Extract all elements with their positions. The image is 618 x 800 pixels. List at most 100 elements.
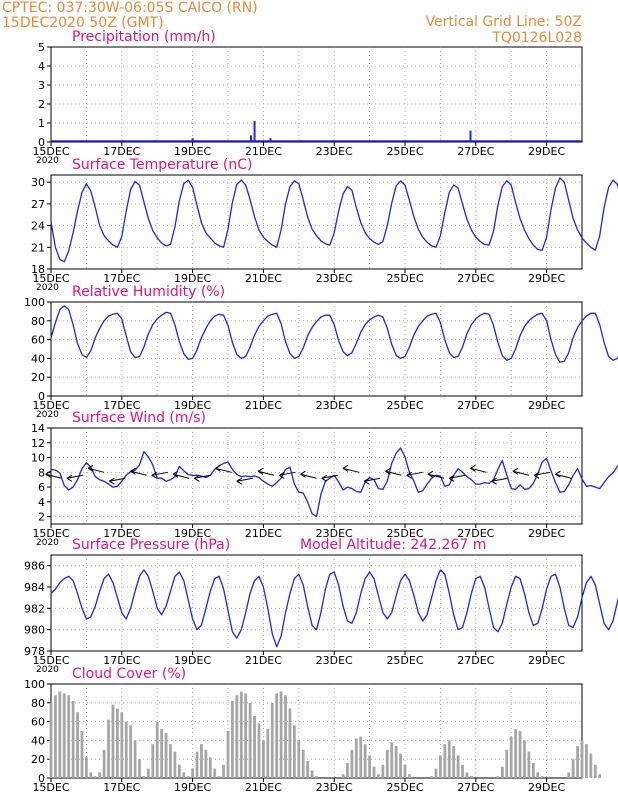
wind-arrow-head [555, 470, 561, 478]
cloud-bar [514, 729, 518, 778]
cloud-bar [465, 772, 469, 778]
cloud-bar [576, 746, 579, 778]
y-tick-label-temperature: 24 [31, 220, 45, 233]
y-tick-label-pressure: 986 [24, 560, 45, 573]
x-tick-label-precip: 25DEC [386, 145, 423, 158]
wind-arrow [555, 473, 572, 479]
x-tick-label-wind: 23DEC [316, 527, 353, 540]
x-tick-label-cloud: 23DEC [316, 781, 353, 794]
x-tick-label-pressure: 27DEC [457, 654, 494, 667]
cloud-bar [257, 723, 261, 778]
wind-arrow-head [172, 470, 179, 478]
cloud-bar [111, 704, 115, 778]
x-tick-label-temperature: 19DEC [174, 272, 211, 285]
x-tick-label-humidity: 29DEC [528, 399, 565, 412]
panel-title-pressure: Surface Pressure (hPa) [72, 537, 230, 553]
cloud-bar [120, 712, 124, 778]
y-tick-label-precip: 0 [38, 136, 45, 149]
wind-arrow-head [533, 471, 540, 479]
x-tick-label-pressure: 21DEC [245, 654, 282, 667]
cloud-bar [346, 762, 349, 778]
cloud-bar [368, 755, 371, 778]
y-tick-label-pressure: 978 [24, 645, 45, 658]
panel-frame-humidity [50, 301, 583, 397]
x-tick-label-cloud: 21DEC [245, 781, 282, 794]
y-tick-label-precip: 3 [38, 79, 45, 92]
cloud-bar [62, 693, 66, 778]
wind-arrow [321, 474, 338, 479]
cloud-bar [226, 731, 230, 778]
precip-bar [253, 121, 256, 142]
panel-title-cloud: Cloud Cover (%) [72, 666, 186, 682]
cloud-bar [359, 736, 363, 778]
cloud-bar [266, 729, 270, 778]
cloud-bar [350, 749, 354, 778]
x-tick-label-precip: 23DEC [316, 145, 353, 158]
cloud-bar [262, 740, 265, 778]
y-tick-label-cloud: 100 [24, 678, 45, 691]
wind-arrow-head [300, 470, 306, 478]
x-tick-label-cloud: 29DEC [528, 781, 565, 794]
cloud-bar [235, 695, 239, 778]
wind-arrow [491, 477, 508, 482]
header-datetime: 15DEC2020 50Z (GMT) [2, 15, 164, 31]
x-tick-label-precip: 29DEC [528, 145, 565, 158]
cloud-bar [76, 712, 79, 778]
y-tick-label-precip: 5 [38, 41, 45, 54]
cloud-bar [217, 776, 221, 778]
wind-arrow-head [512, 467, 519, 475]
wind-arrow [427, 473, 445, 479]
wind-arrow [257, 470, 275, 476]
cloud-bar [164, 732, 168, 778]
cloud-bar [377, 774, 380, 778]
x-tick-label-wind: 29DEC [528, 527, 565, 540]
x-tick-label-pressure: 17DEC [103, 654, 140, 667]
y-tick-label-humidity: 40 [31, 352, 45, 365]
cloud-bar [390, 742, 394, 778]
cloud-bar [85, 757, 88, 778]
x-tick-label-precip: 15DEC [32, 145, 69, 158]
cloud-bar [518, 731, 522, 778]
x-tick-label-temperature: 23DEC [316, 272, 353, 285]
wind-arrow [534, 471, 551, 476]
cloud-bar [248, 702, 252, 778]
y-tick-label-humidity: 20 [31, 371, 45, 384]
y-tick-label-humidity: 60 [31, 334, 45, 347]
x-tick-label-humidity: 25DEC [386, 399, 423, 412]
wind-arrow-head [45, 470, 51, 478]
cloud-bar [213, 768, 217, 778]
cloud-bar [598, 774, 602, 778]
x-tick-label-cloud: 25DEC [386, 781, 423, 794]
header-station: CPTEC: 037:30W-06:05S CAICO (RN) [2, 0, 258, 16]
y-tick-label-humidity: 80 [31, 315, 45, 328]
cloud-bar [102, 749, 106, 778]
wind-arrow-head [385, 467, 391, 475]
y-tick-label-cloud: 20 [31, 753, 45, 766]
precip-bar [469, 130, 472, 142]
x-tick-label-temperature: 21DEC [245, 272, 282, 285]
cloud-bar [208, 757, 212, 778]
x-year-label: 2020 [36, 665, 59, 675]
x-tick-label-temperature: 25DEC [386, 272, 423, 285]
x-tick-label-temperature: 27DEC [457, 272, 494, 285]
cloud-bar [107, 719, 110, 778]
cloud-bar [222, 764, 225, 778]
cloud-bar [231, 700, 234, 778]
x-tick-label-humidity: 19DEC [174, 399, 211, 412]
x-tick-label-humidity: 17DEC [103, 399, 140, 412]
wind-arrow-head [66, 474, 73, 482]
cloud-bar [71, 700, 75, 778]
x-tick-label-cloud: 19DEC [174, 781, 211, 794]
wind-arrow [109, 477, 126, 482]
cloud-bar [151, 744, 155, 778]
cloud-bar [284, 695, 287, 778]
y-tick-label-pressure: 980 [24, 624, 45, 637]
wind-arrow [512, 470, 530, 476]
panel-title-humidity: Relative Humidity (%) [72, 284, 225, 300]
wind-arrow [151, 471, 168, 476]
wind-arrow [194, 474, 211, 479]
y-tick-label-cloud: 0 [38, 772, 45, 785]
x-year-label: 2020 [36, 410, 59, 420]
wind-arrow [385, 470, 402, 476]
series-line-pressure [50, 569, 618, 648]
